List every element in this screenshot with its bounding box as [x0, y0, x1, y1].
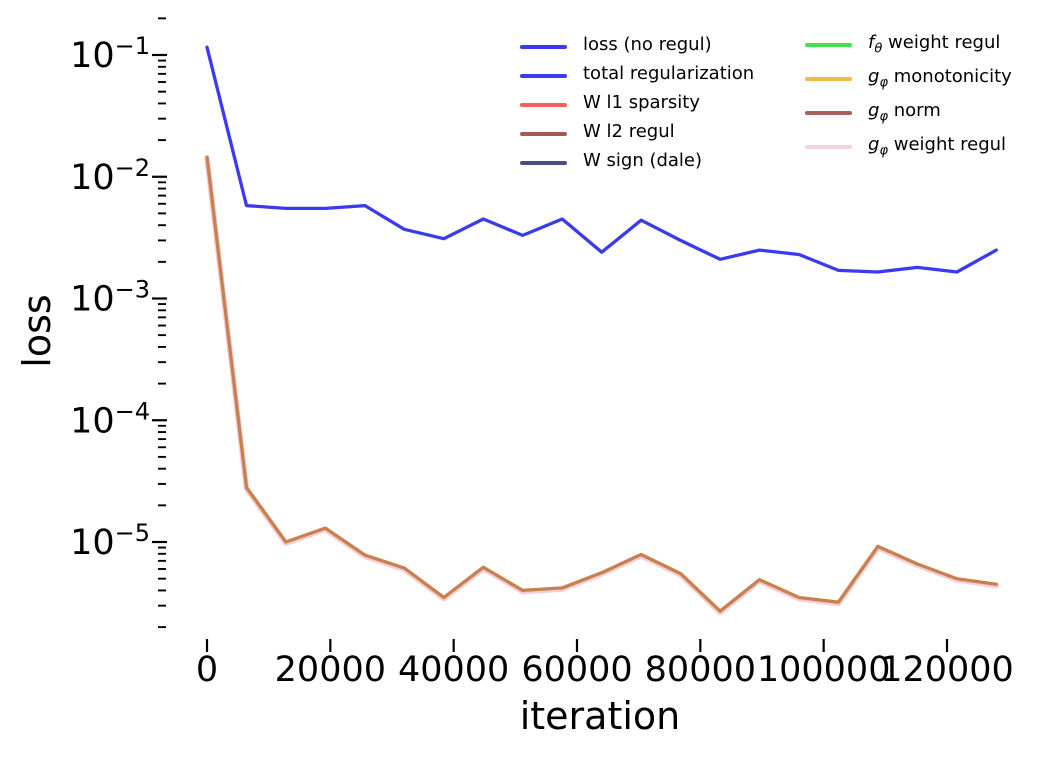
series-line-0: [205, 45, 998, 274]
legend-item-label: gφ weight regul: [868, 134, 1007, 159]
legend-line-swatch: [520, 102, 567, 107]
legend-item-label: gφ norm: [868, 100, 941, 125]
legend-item-g-phi-monotonicity: gφ monotonicity: [805, 62, 1012, 96]
legend-item-w-sign-dale: W sign (dale): [520, 148, 754, 177]
legend-item-label: W l2 regul: [583, 120, 675, 142]
legend-line-swatch: [805, 77, 852, 81]
legend-line-swatch: [805, 111, 852, 115]
legend-item-label: loss (no regul): [583, 33, 712, 55]
legend-item-label: gφ monotonicity: [868, 66, 1012, 91]
legend-item-label: total regularization: [583, 62, 755, 84]
legend-item-loss-no-regul: loss (no regul): [520, 32, 754, 61]
x-axis-tick-label: 60000: [521, 650, 632, 690]
legend-line-swatch: [520, 131, 567, 136]
legend-item-w-l1-sparsity: W l1 sparsity: [520, 90, 754, 119]
legend-item-label: fθ weight regul: [868, 32, 1001, 57]
plot-dynamic-content: 10−1 10−2 10−3 10−4 10−5 0 20000 40000 60000 8000…: [70, 17, 1014, 690]
legend-column-left: loss (no regul) total regularization W l…: [520, 32, 754, 177]
series-underlay-line-1: [204, 155, 1000, 616]
legend-item-g-phi-norm: gφ norm: [805, 96, 1012, 130]
x-axis-tick-label: 120000: [880, 650, 1014, 690]
legend-item-label: W l1 sparsity: [583, 91, 701, 113]
x-axis-tick-label: 40000: [398, 650, 509, 690]
legend-line-swatch: [805, 145, 852, 149]
legend-column-right: fθ weight regul gφ monotonicity gφ norm …: [805, 28, 1012, 164]
x-axis-label: iteration: [520, 694, 681, 738]
legend-item-g-phi-weight-regul: gφ weight regul: [805, 130, 1012, 164]
y-axis-tick-label: 10−1: [70, 32, 150, 76]
x-axis-tick-label: 100000: [757, 650, 891, 690]
legend-item-label: W sign (dale): [583, 149, 703, 171]
x-axis-tick-label: 0: [196, 650, 218, 690]
legend-item-total-regularization: total regularization: [520, 61, 754, 90]
legend-item-w-l2-regul: W l2 regul: [520, 119, 754, 148]
legend-item-f-theta-weight-regul: fθ weight regul: [805, 28, 1012, 62]
y-axis-label: loss: [15, 294, 59, 367]
legend-line-swatch: [520, 160, 567, 165]
x-axis-tick-label: 80000: [645, 650, 756, 690]
legend-line-swatch: [520, 44, 567, 49]
series-line-1: [205, 155, 998, 613]
y-axis-tick-label: 10−4: [70, 397, 150, 441]
y-axis-tick-label: 10−2: [70, 154, 150, 198]
legend-line-swatch: [805, 43, 852, 47]
x-axis-tick-label: 20000: [275, 650, 386, 690]
legend-line-swatch: [520, 73, 567, 78]
y-axis-tick-label: 10−3: [70, 276, 150, 320]
y-axis-tick-label: 10−5: [70, 519, 150, 563]
